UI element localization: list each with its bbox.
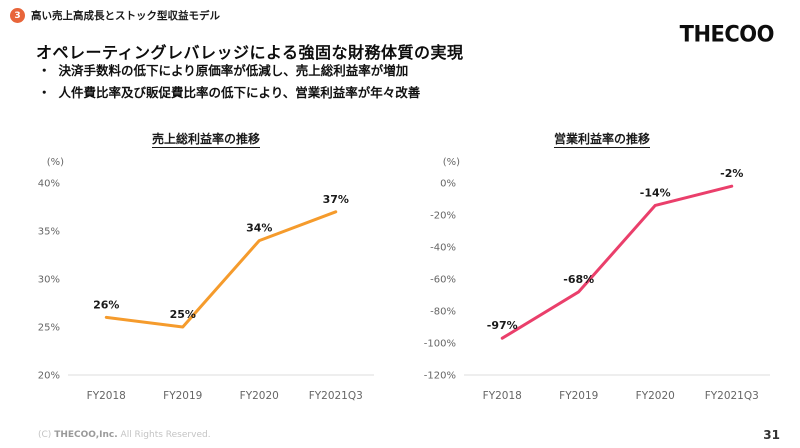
bullet-item: 人件費比率及び販促費比率の低下により、営業利益率が年々改善 — [38, 82, 421, 104]
x-axis-label: FY2021Q3 — [309, 390, 363, 402]
data-label: 34% — [246, 222, 272, 235]
y-tick-label: -120% — [424, 371, 456, 382]
line-chart-svg: (%) 0% -20% -40% -60% -80% -100% -120% FY2018 FY2… — [424, 157, 770, 402]
y-tick-label: -60% — [430, 275, 456, 286]
y-tick-label: 20% — [38, 371, 60, 382]
y-tick-label: 30% — [38, 275, 60, 286]
y-axis-unit-label: (%) — [47, 157, 64, 168]
y-axis-unit-label: (%) — [443, 157, 460, 168]
data-label: 26% — [93, 298, 119, 311]
trend-line — [500, 184, 734, 340]
x-axis-label: FY2019 — [163, 390, 202, 402]
x-axis-label: FY2019 — [559, 390, 598, 402]
bullet-text: 人件費比率及び販促費比率の低下により、営業利益率が年々改善 — [58, 85, 421, 100]
page-number: 31 — [763, 428, 780, 442]
bullet-text: 決済手数料の低下により原価率が低減し、売上総利益率が増加 — [58, 63, 409, 78]
data-label: -14% — [640, 186, 671, 199]
thecoo-logo: THECOO — [679, 21, 775, 47]
section-number-badge: 3 — [10, 8, 25, 23]
bullet-item: 決済手数料の低下により原価率が低減し、売上総利益率が増加 — [38, 60, 420, 82]
x-axis-label: FY2020 — [636, 390, 675, 402]
y-tick-label: -40% — [430, 243, 456, 254]
chart-operating-profit-margin: 営業利益率の推移 (%) 0% -20% -40% -60% -80% -100% -120%… — [416, 130, 788, 413]
data-label: -97% — [487, 319, 518, 332]
trend-line — [104, 210, 338, 329]
line-chart-svg: (%) 40% 35% 30% 25% 20% FY2018 FY2019 FY2020 FY20… — [38, 157, 374, 402]
footer-rights: All Rights Reserved. — [120, 430, 211, 440]
y-tick-label: -80% — [430, 307, 456, 318]
footer-prefix: (C) — [38, 430, 52, 440]
x-axis-label: FY2018 — [483, 390, 522, 402]
chart-title: 営業利益率の推移 — [553, 132, 650, 146]
data-label: -2% — [720, 167, 743, 180]
charts-row: 売上総利益率の推移 (%) 40% 35% 30% 25% 20% FY2018 FY2019… — [20, 130, 788, 413]
bullet-list: 決済手数料の低下により原価率が低減し、売上総利益率が増加 人件費比率及び販促費比… — [38, 60, 421, 104]
chart-title: 売上総利益率の推移 — [151, 132, 260, 146]
y-tick-label: 0% — [440, 179, 456, 190]
footer-company: THECOO,Inc. — [54, 430, 118, 440]
x-axis-label: FY2018 — [87, 390, 126, 402]
chart-gross-profit-margin: 売上総利益率の推移 (%) 40% 35% 30% 25% 20% FY2018 FY2019… — [20, 130, 392, 413]
footer-copyright: (C) THECOO,Inc. All Rights Reserved. — [38, 430, 211, 440]
section-kicker: 3 高い売上高成長とストック型収益モデル — [10, 8, 220, 23]
section-kicker-label: 高い売上高成長とストック型収益モデル — [31, 10, 220, 22]
y-tick-label: 40% — [38, 179, 60, 190]
data-label: 25% — [170, 308, 196, 321]
page-title: オペレーティングレバレッジによる強固な財務体質の実現 — [36, 42, 464, 62]
y-tick-label: -20% — [430, 211, 456, 222]
x-axis-label: FY2021Q3 — [705, 390, 759, 402]
y-tick-label: -100% — [424, 339, 456, 350]
data-label: 37% — [323, 193, 349, 206]
x-axis-label: FY2020 — [240, 390, 279, 402]
data-label: -68% — [563, 273, 594, 286]
y-tick-label: 25% — [38, 323, 60, 334]
y-tick-label: 35% — [38, 227, 60, 238]
